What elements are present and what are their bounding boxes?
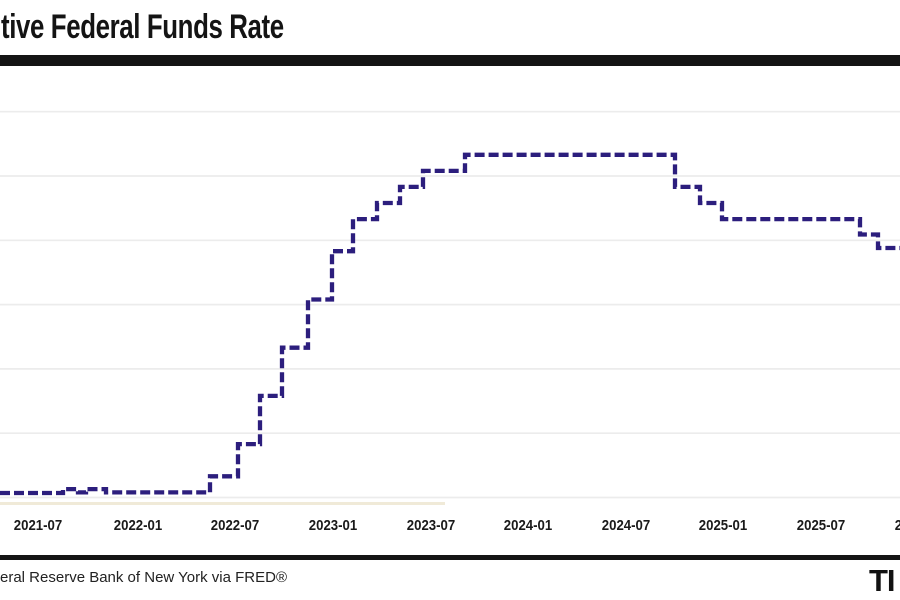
- footer-divider-rule: [0, 555, 900, 560]
- brand-logo: TI: [869, 563, 896, 598]
- source-credit: eral Reserve Bank of New York via FRED®: [0, 569, 287, 586]
- title-divider-rule: [0, 55, 900, 66]
- chart-title: tive Federal Funds Rate: [1, 8, 284, 46]
